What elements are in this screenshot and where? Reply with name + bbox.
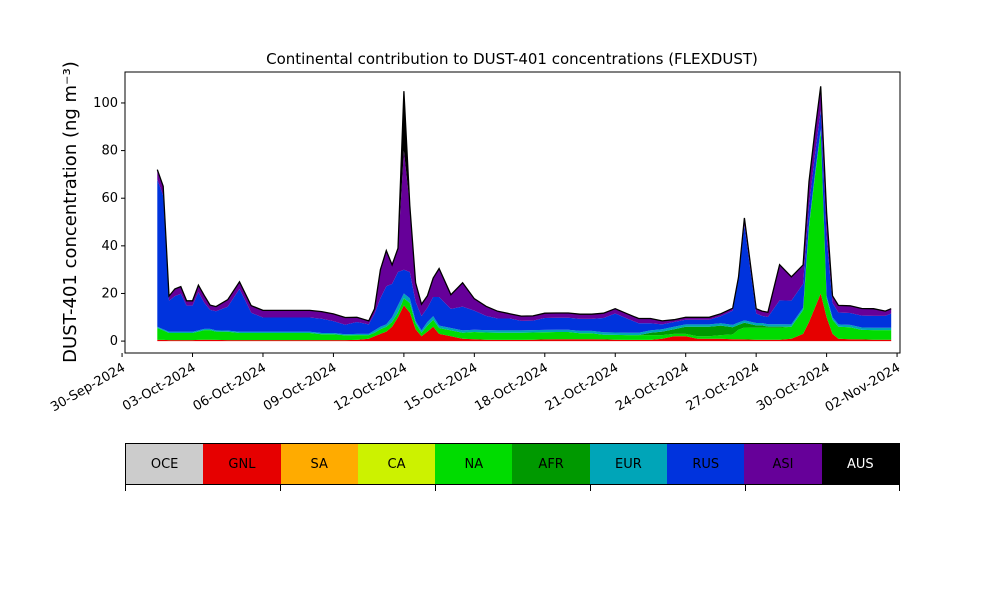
legend-swatch-na: NA	[435, 444, 513, 484]
legend-tick-mark	[125, 485, 126, 491]
legend-swatch-rus: RUS	[667, 444, 745, 484]
chart-canvas: Continental contribution to DUST-401 con…	[48, 50, 903, 415]
legend-swatch-asi: ASI	[744, 444, 822, 484]
y-tick-label: 100	[93, 96, 118, 111]
legend-swatch-oce: OCE	[126, 444, 204, 484]
x-tick-label: 12-Oct-2024	[331, 360, 409, 414]
x-tick-label: 21-Oct-2024	[543, 360, 621, 414]
legend-colorbar: OCE GNL SA CA NA AFR EUR RUS ASI AUS	[125, 443, 900, 485]
y-tick-label: 20	[101, 286, 118, 301]
x-tick-label: 03-Oct-2024	[120, 360, 198, 414]
plot-area	[156, 86, 892, 342]
legend-tick-mark	[590, 485, 591, 491]
y-axis: 0 20 40 60 80 100	[93, 96, 125, 349]
legend-colorbar-ticks	[125, 485, 900, 491]
x-tick-label: 27-Oct-2024	[684, 360, 762, 414]
x-tick-label: 09-Oct-2024	[261, 360, 339, 414]
legend-swatch-eur: EUR	[589, 444, 668, 484]
legend-tick-mark	[745, 485, 746, 491]
area-series-rus	[157, 110, 892, 335]
y-tick-label: 0	[110, 334, 118, 349]
x-tick-label: 15-Oct-2024	[402, 360, 480, 414]
y-tick-label: 60	[101, 191, 118, 206]
legend-tick-mark	[435, 485, 436, 491]
legend-swatch-afr: AFR	[512, 444, 590, 484]
y-axis-label: DUST-401 concentration (ng m⁻³)	[60, 61, 81, 363]
legend-tick-mark	[899, 485, 900, 491]
area-series-asi	[157, 86, 892, 325]
plot-frame	[124, 71, 901, 354]
area-series-gnl	[157, 293, 892, 342]
legend-swatch-gnl: GNL	[203, 444, 281, 484]
x-tick-label: 30-Sep-2024	[48, 360, 128, 415]
total-outline	[156, 86, 892, 322]
chart-title: Continental contribution to DUST-401 con…	[266, 50, 758, 68]
legend-tick-mark	[280, 485, 281, 491]
x-tick-label: 24-Oct-2024	[613, 360, 691, 414]
x-tick-label: 30-Oct-2024	[754, 360, 832, 414]
y-tick-label: 80	[101, 144, 118, 159]
legend-swatch-sa: SA	[280, 444, 358, 484]
x-axis: 30-Sep-202403-Oct-202406-Oct-202409-Oct-…	[48, 353, 903, 415]
x-tick-label: 02-Nov-2024	[823, 360, 903, 415]
x-tick-label: 18-Oct-2024	[472, 360, 550, 414]
legend-swatch-aus: AUS	[821, 444, 899, 484]
legend-swatch-ca: CA	[357, 444, 436, 484]
x-tick-label: 06-Oct-2024	[191, 360, 269, 414]
y-tick-label: 40	[101, 239, 118, 254]
